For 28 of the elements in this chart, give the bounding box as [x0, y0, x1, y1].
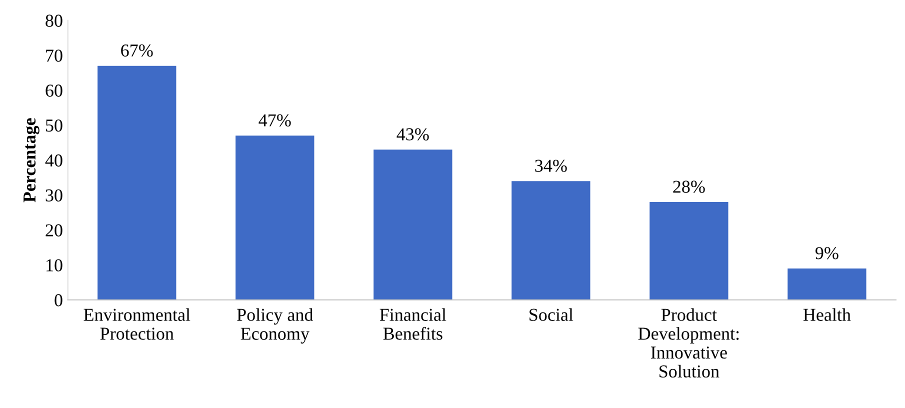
- x-tick-label: Health: [803, 308, 851, 321]
- bar: [788, 268, 866, 300]
- y-tick-label: 30: [46, 189, 62, 202]
- data-label: 28%: [673, 180, 705, 193]
- bar: [98, 66, 176, 300]
- data-label: 67%: [121, 44, 153, 57]
- y-tick-label: 10: [46, 259, 62, 272]
- y-tick-label: 80: [46, 14, 62, 27]
- data-label: 47%: [258, 114, 291, 127]
- bar: [512, 181, 590, 300]
- y-tick-label: 60: [46, 84, 62, 97]
- x-tick-label: Policy and Economy: [237, 308, 314, 344]
- data-label: 43%: [396, 128, 429, 140]
- x-tick-label: Social: [530, 308, 574, 321]
- x-tick-label: Environmental Protection: [84, 308, 190, 340]
- bar: [650, 202, 728, 300]
- x-tick-label: Product Development: Innovative Solution: [638, 308, 739, 378]
- bar: [374, 150, 452, 300]
- y-tick-label: 20: [46, 224, 62, 236]
- y-tick-label: 40: [45, 154, 62, 167]
- y-axis-title: Percentage: [24, 118, 40, 202]
- y-tick-label: 70: [46, 50, 62, 62]
- data-label: 34%: [535, 160, 567, 172]
- y-tick-label: 50: [46, 119, 62, 132]
- data-label: 9%: [815, 247, 838, 260]
- y-tick-label: 0: [54, 294, 62, 306]
- x-tick-label: Financial Benefits: [380, 308, 446, 340]
- bar: [236, 136, 314, 300]
